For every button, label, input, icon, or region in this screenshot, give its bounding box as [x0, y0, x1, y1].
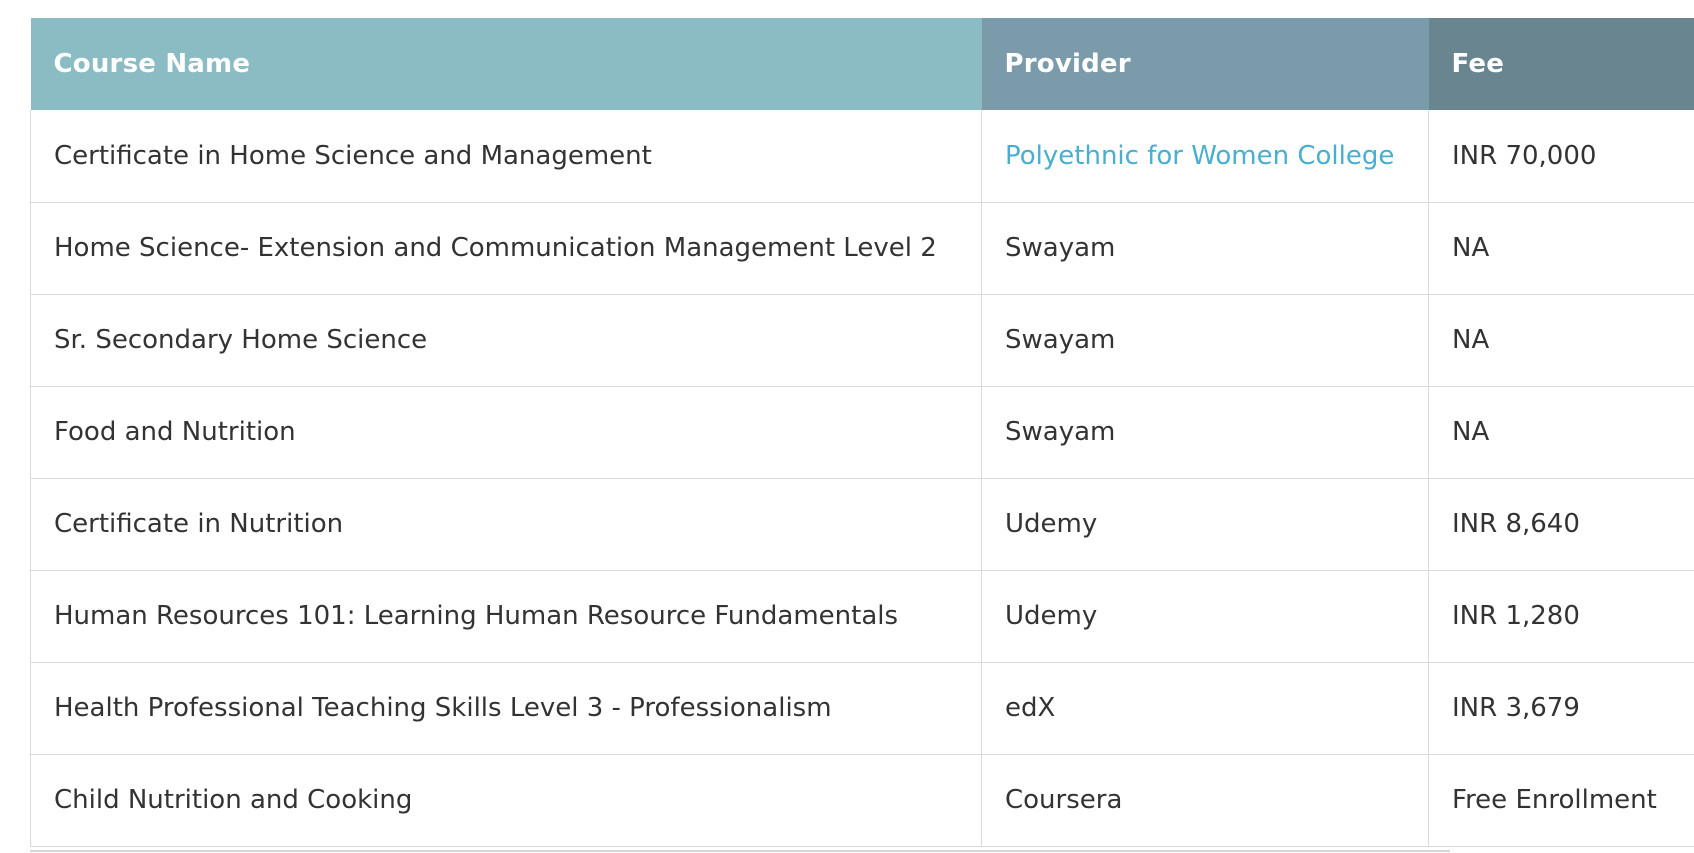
cell-fee: INR 1,280	[1428, 569, 1694, 663]
courses-table: Course Name Provider Fee Certificate in …	[30, 18, 1694, 847]
header-course-name: Course Name	[30, 18, 982, 110]
cell-fee: INR 3,679	[1428, 661, 1694, 755]
table-header: Course Name Provider Fee	[30, 18, 1694, 110]
table-row: Sr. Secondary Home Science Swayam NA	[30, 293, 1694, 387]
cell-fee: INR 8,640	[1428, 477, 1694, 571]
cell-provider: Udemy	[981, 477, 1429, 571]
provider-link[interactable]: Polyethnic for Women College	[1005, 140, 1395, 171]
bottom-divider	[30, 850, 1450, 852]
table-row: Certificate in Home Science and Manageme…	[30, 110, 1694, 203]
cell-provider: Polyethnic for Women College	[981, 110, 1429, 203]
header-fee: Fee	[1428, 18, 1694, 110]
cell-provider: Coursera	[981, 753, 1429, 847]
table-row: Human Resources 101: Learning Human Reso…	[30, 569, 1694, 663]
table-row: Health Professional Teaching Skills Leve…	[30, 661, 1694, 755]
cell-fee: NA	[1428, 293, 1694, 387]
cell-course-name: Human Resources 101: Learning Human Reso…	[30, 569, 982, 663]
cell-fee: Free Enrollment	[1428, 753, 1694, 847]
cell-provider: Swayam	[981, 201, 1429, 295]
cell-provider: Swayam	[981, 385, 1429, 479]
cell-course-name: Certificate in Home Science and Manageme…	[30, 110, 982, 203]
table-row: Food and Nutrition Swayam NA	[30, 385, 1694, 479]
header-row: Course Name Provider Fee	[30, 18, 1694, 110]
cell-provider: Udemy	[981, 569, 1429, 663]
cell-course-name: Food and Nutrition	[30, 385, 982, 479]
cell-fee: INR 70,000	[1428, 110, 1694, 203]
cell-course-name: Certificate in Nutrition	[30, 477, 982, 571]
cell-course-name: Child Nutrition and Cooking	[30, 753, 982, 847]
table-row: Child Nutrition and Cooking Coursera Fre…	[30, 753, 1694, 847]
table-body: Certificate in Home Science and Manageme…	[30, 110, 1694, 847]
cell-provider: Swayam	[981, 293, 1429, 387]
cell-provider: edX	[981, 661, 1429, 755]
header-provider: Provider	[981, 18, 1429, 110]
cell-course-name: Health Professional Teaching Skills Leve…	[30, 661, 982, 755]
table-row: Home Science- Extension and Communicatio…	[30, 201, 1694, 295]
cell-course-name: Sr. Secondary Home Science	[30, 293, 982, 387]
table-row: Certificate in Nutrition Udemy INR 8,640	[30, 477, 1694, 571]
cell-fee: NA	[1428, 201, 1694, 295]
cell-course-name: Home Science- Extension and Communicatio…	[30, 201, 982, 295]
cell-fee: NA	[1428, 385, 1694, 479]
